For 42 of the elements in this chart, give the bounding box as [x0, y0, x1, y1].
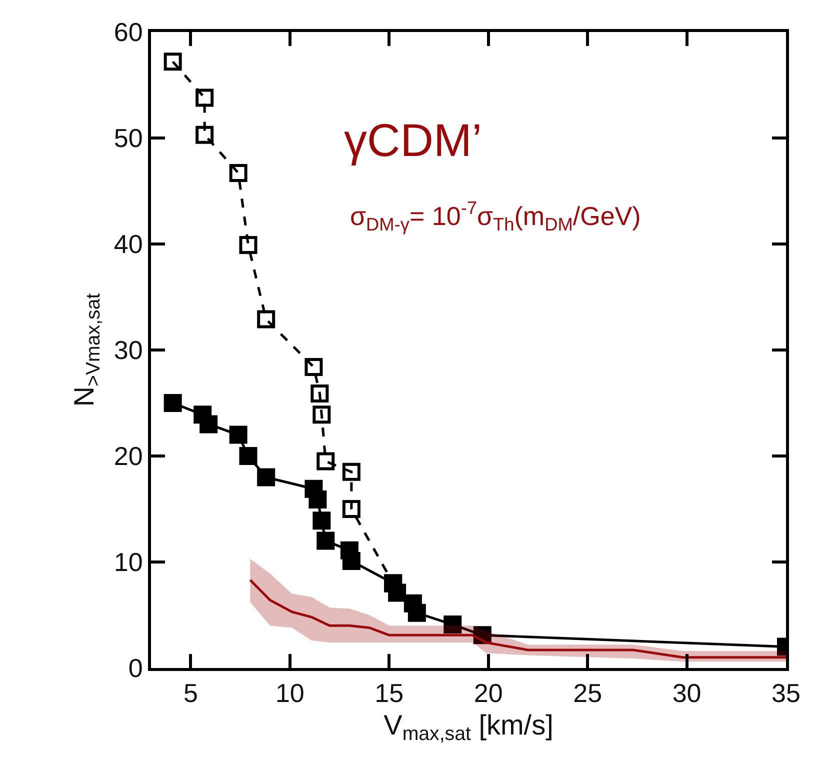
y-tick-label: 10: [114, 547, 143, 578]
x-tick-label: 30: [672, 678, 702, 708]
point: [316, 532, 335, 550]
point: [342, 462, 360, 481]
point: [257, 310, 276, 328]
point: [196, 88, 214, 107]
point: [164, 52, 182, 71]
x-tick-label: 20: [474, 678, 503, 708]
x-tick-label: 35: [772, 678, 800, 708]
point: [312, 512, 331, 530]
x-tick-label: 10: [275, 678, 304, 708]
point: [200, 415, 218, 434]
annotation: γCDM’: [344, 114, 482, 166]
point: [304, 358, 323, 376]
line-series: [248, 578, 786, 659]
text: σ$_{DM-γ}$= 10$^{-7}$σ$_{Th}$(m$_{DM}$/GeV): [350, 198, 641, 234]
x-tick-label: 15: [374, 678, 404, 708]
point: [444, 616, 462, 634]
point: [229, 164, 248, 182]
point: [257, 468, 276, 486]
point: [310, 384, 329, 402]
point: [316, 452, 335, 470]
x-tick-label: 25: [573, 678, 602, 708]
y-tick-label: 0: [128, 653, 143, 684]
point: [312, 406, 331, 424]
y-tick-label: 20: [114, 441, 143, 472]
y-tick-label: 40: [114, 229, 143, 260]
point: [308, 490, 327, 508]
x-axis-title: V$_{max,sat}$ [km/s]: [384, 709, 554, 746]
point: [229, 426, 248, 444]
y-tick-label: 60: [114, 17, 143, 48]
x-tick-label: 5: [183, 678, 198, 708]
point: [239, 236, 258, 254]
point: [342, 500, 360, 518]
point: [342, 552, 360, 570]
point: [388, 584, 406, 602]
y-tick-label: 30: [114, 335, 143, 366]
y-tick-label: 50: [114, 123, 143, 154]
point: [164, 394, 182, 412]
point: [196, 126, 214, 144]
point: [239, 447, 258, 465]
point: [408, 604, 426, 622]
